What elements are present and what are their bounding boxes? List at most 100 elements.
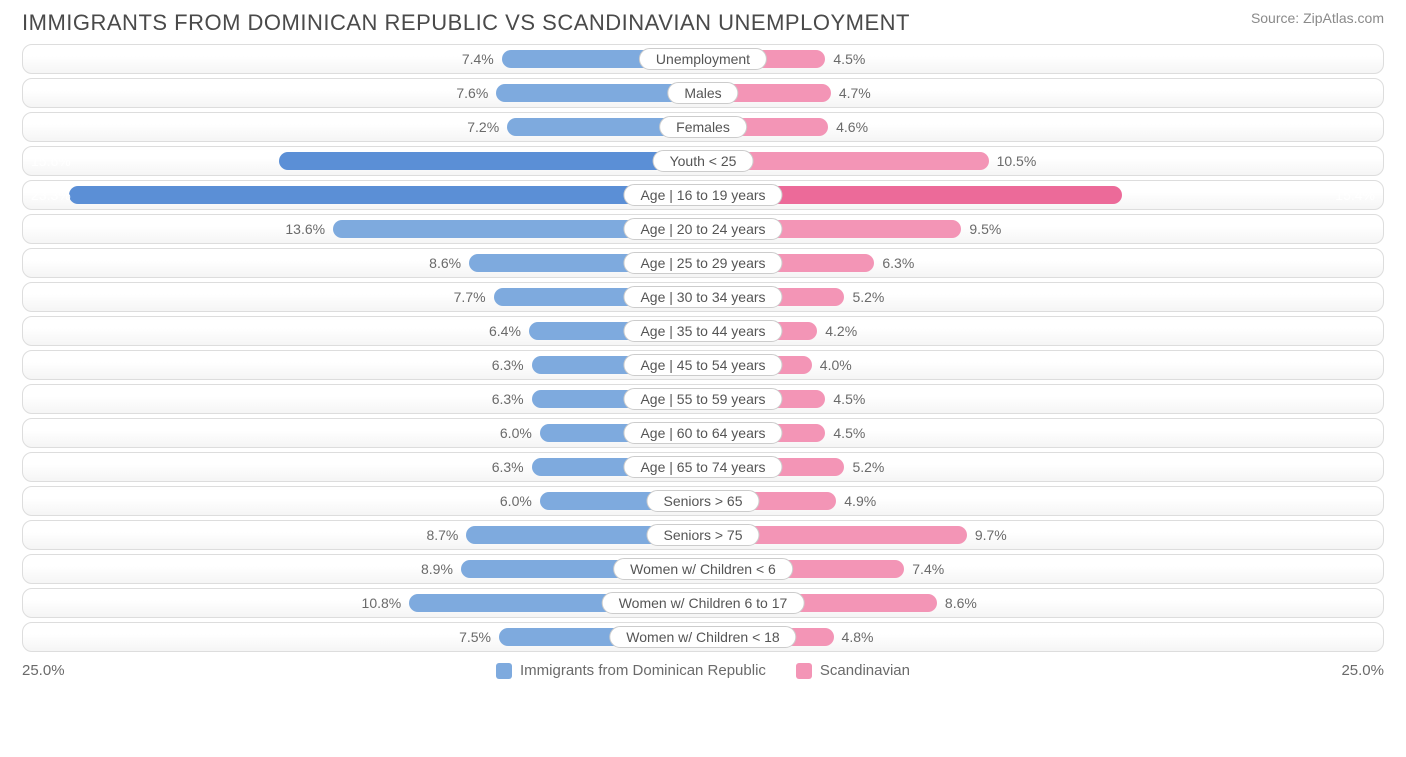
left-value: 8.7% (426, 527, 458, 543)
chart-row: 15.6% 10.5%Youth < 25 (22, 146, 1384, 176)
row-left-half: 8.6% (23, 249, 703, 277)
row-track: 6.3% 4.0% Age | 45 to 54 years (22, 350, 1384, 380)
category-label: Males (667, 82, 738, 104)
row-right-half: 4.7% (703, 79, 1383, 107)
legend-item-left: Immigrants from Dominican Republic (496, 662, 766, 679)
row-left-half: 7.2% (23, 113, 703, 141)
category-label: Women w/ Children < 18 (609, 626, 796, 648)
row-right-half: 5.2% (703, 283, 1383, 311)
row-track: 15.6% 10.5%Youth < 25 (22, 146, 1384, 176)
source-name: ZipAtlas.com (1303, 10, 1384, 26)
row-left-half: 6.3% (23, 351, 703, 379)
category-label: Age | 60 to 64 years (623, 422, 782, 444)
row-right-half: 4.8% (703, 623, 1383, 651)
left-bar (69, 186, 703, 204)
right-value: 4.5% (833, 425, 865, 441)
right-value: 15.4% (1335, 187, 1375, 203)
row-left-half: 7.7% (23, 283, 703, 311)
chart-header: IMMIGRANTS FROM DOMINICAN REPUBLIC VS SC… (0, 0, 1406, 40)
left-value: 8.9% (421, 561, 453, 577)
chart-row: 8.9%7.4%Women w/ Children < 6 (22, 554, 1384, 584)
row-track: 7.6% 4.7% Males (22, 78, 1384, 108)
row-track: 7.2% 4.6% Females (22, 112, 1384, 142)
row-right-half: 4.5% (703, 419, 1383, 447)
category-label: Age | 55 to 59 years (623, 388, 782, 410)
chart-footer: 25.0% Immigrants from Dominican Republic… (0, 656, 1406, 679)
right-value: 4.6% (836, 119, 868, 135)
row-right-half: 9.5% (703, 215, 1383, 243)
row-right-half: 10.5% (703, 147, 1383, 175)
row-right-half: 8.6% (703, 589, 1383, 617)
row-track: 8.7% 9.7%Seniors > 75 (22, 520, 1384, 550)
category-label: Age | 16 to 19 years (623, 184, 782, 206)
left-value: 6.0% (500, 493, 532, 509)
row-track: 23.3% 15.4% Age | 16 to 19 years (22, 180, 1384, 210)
chart-row: 10.8%8.6%Women w/ Children 6 to 17 (22, 588, 1384, 618)
row-left-half: 8.7% (23, 521, 703, 549)
row-right-half: 4.5% (703, 45, 1383, 73)
row-track: 6.3%4.5%Age | 55 to 59 years (22, 384, 1384, 414)
row-right-half: 4.9% (703, 487, 1383, 515)
row-track: 7.4%4.5%Unemployment (22, 44, 1384, 74)
right-value: 4.9% (844, 493, 876, 509)
row-right-half: 4.0% (703, 351, 1383, 379)
chart-row: 7.6% 4.7% Males (22, 78, 1384, 108)
left-value: 15.6% (31, 153, 71, 169)
left-value: 6.3% (492, 459, 524, 475)
category-label: Seniors > 75 (647, 524, 760, 546)
chart-row: 7.5%4.8%Women w/ Children < 18 (22, 622, 1384, 652)
right-value: 5.2% (852, 459, 884, 475)
chart-row: 6.3%4.5%Age | 55 to 59 years (22, 384, 1384, 414)
left-value: 13.6% (285, 221, 325, 237)
row-left-half: 6.0% (23, 419, 703, 447)
chart-source: Source: ZipAtlas.com (1251, 10, 1384, 26)
category-label: Unemployment (639, 48, 767, 70)
category-label: Women w/ Children < 6 (613, 558, 793, 580)
right-value: 6.3% (882, 255, 914, 271)
row-right-half: 15.4% (703, 181, 1383, 209)
legend-swatch-left (496, 663, 512, 679)
row-track: 7.7%5.2%Age | 30 to 34 years (22, 282, 1384, 312)
legend-item-right: Scandinavian (796, 662, 910, 679)
row-track: 13.6% 9.5% Age | 20 to 24 years (22, 214, 1384, 244)
right-value: 4.0% (820, 357, 852, 373)
left-value: 6.3% (492, 357, 524, 373)
row-track: 8.9%7.4%Women w/ Children < 6 (22, 554, 1384, 584)
row-track: 8.6% 6.3% Age | 25 to 29 years (22, 248, 1384, 278)
chart-row: 7.7%5.2%Age | 30 to 34 years (22, 282, 1384, 312)
left-value: 23.3% (31, 187, 71, 203)
left-bar (279, 152, 703, 170)
right-value: 4.2% (825, 323, 857, 339)
category-label: Age | 20 to 24 years (623, 218, 782, 240)
row-right-half: 4.2% (703, 317, 1383, 345)
row-left-half: 7.6% (23, 79, 703, 107)
right-value: 4.7% (839, 85, 871, 101)
chart-row: 6.0% 4.5% Age | 60 to 64 years (22, 418, 1384, 448)
category-label: Age | 25 to 29 years (623, 252, 782, 274)
left-value: 7.2% (467, 119, 499, 135)
row-right-half: 5.2% (703, 453, 1383, 481)
right-value: 9.5% (969, 221, 1001, 237)
category-label: Age | 45 to 54 years (623, 354, 782, 376)
category-label: Age | 65 to 74 years (623, 456, 782, 478)
row-left-half: 15.6% (23, 147, 703, 175)
row-track: 6.3% 5.2% Age | 65 to 74 years (22, 452, 1384, 482)
left-value: 10.8% (362, 595, 402, 611)
axis-max-left: 25.0% (22, 662, 102, 679)
chart-row: 13.6% 9.5% Age | 20 to 24 years (22, 214, 1384, 244)
row-left-half: 7.4% (23, 45, 703, 73)
category-label: Seniors > 65 (647, 490, 760, 512)
chart-row: 7.2% 4.6% Females (22, 112, 1384, 142)
row-right-half: 9.7% (703, 521, 1383, 549)
chart-row: 6.3% 5.2% Age | 65 to 74 years (22, 452, 1384, 482)
axis-max-right: 25.0% (1304, 662, 1384, 679)
category-label: Females (659, 116, 747, 138)
category-label: Youth < 25 (653, 150, 754, 172)
left-value: 6.0% (500, 425, 532, 441)
right-value: 8.6% (945, 595, 977, 611)
chart-row: 8.6% 6.3% Age | 25 to 29 years (22, 248, 1384, 278)
left-value: 7.7% (454, 289, 486, 305)
right-value: 5.2% (852, 289, 884, 305)
chart-title: IMMIGRANTS FROM DOMINICAN REPUBLIC VS SC… (22, 10, 910, 36)
row-track: 6.0% 4.5% Age | 60 to 64 years (22, 418, 1384, 448)
